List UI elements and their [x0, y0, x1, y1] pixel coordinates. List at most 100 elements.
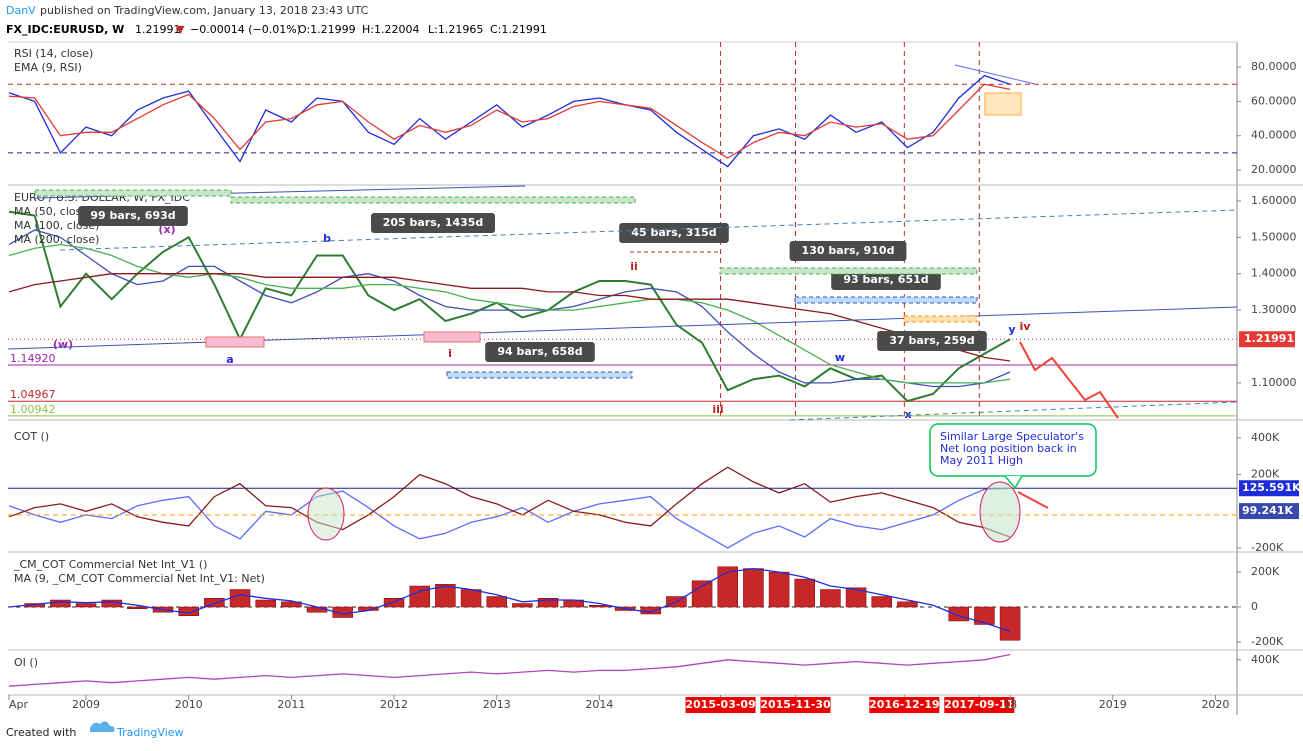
- range: [719, 267, 978, 275]
- pane-legend: MA (50, close): [14, 205, 92, 218]
- trendline: [789, 401, 1238, 421]
- x-tick-label: Apr: [9, 698, 29, 711]
- annotation-box: [78, 206, 188, 226]
- x-tick-label: 2009: [72, 698, 100, 711]
- date-box: [944, 697, 1015, 713]
- x-tick-label: 18: [1003, 698, 1017, 711]
- wave-label: y: [1008, 323, 1015, 336]
- pane-legend: OI (): [14, 656, 38, 669]
- pane-legend: _CM_COT Commercial Net Int_V1 (): [13, 558, 207, 571]
- level-label: 1.04967: [10, 388, 56, 401]
- tag-label: 99.241K: [1242, 504, 1293, 517]
- histogram-bar: [75, 603, 97, 608]
- x-tick-label: 2019: [1099, 698, 1127, 711]
- pane-legend: COT (): [14, 430, 49, 443]
- histogram-bar: [306, 606, 328, 613]
- y-tick-label: 60.0000: [1251, 94, 1297, 107]
- histogram-bar: [255, 599, 276, 608]
- published: published on TradingView.com, January 13…: [40, 4, 369, 17]
- wave-label: ii: [630, 260, 638, 273]
- annotation: 37 bars, 259d: [889, 334, 974, 347]
- x-tick-label: 2017-09-11: [944, 698, 1014, 711]
- pane-legend: MA (100, close): [14, 219, 99, 232]
- annotation-box: [789, 241, 907, 261]
- y-tick-label: 1.40000: [1251, 267, 1297, 280]
- histogram-bar: [974, 606, 995, 625]
- series-line: [8, 466, 1011, 538]
- range: [446, 371, 633, 379]
- histogram-bar: [486, 596, 507, 608]
- footer-brand[interactable]: TradingView: [116, 726, 183, 739]
- annotation: 94 bars, 658d: [497, 345, 582, 358]
- y-tick-label: 80.0000: [1251, 60, 1297, 73]
- range: [230, 196, 636, 204]
- range: [34, 189, 232, 197]
- arrow: ▼: [176, 23, 185, 36]
- level-label: 1.00942: [10, 403, 56, 416]
- histogram-bar: [101, 599, 122, 608]
- series-line: [8, 273, 1011, 362]
- annotation: 205 bars, 1435d: [383, 216, 484, 229]
- tag-box: [1239, 480, 1299, 497]
- x-tick-label: 2011: [277, 698, 305, 711]
- series-line: [8, 243, 1011, 384]
- callout-text: Similar Large Speculator's Net long posi…: [940, 430, 1084, 467]
- annotation-box: [371, 213, 495, 233]
- wave-label: iii: [712, 403, 723, 416]
- annotation: 93 bars, 651d: [843, 273, 928, 286]
- x-tick-label: 2015-03-09: [685, 698, 755, 711]
- low: L:1.21965: [428, 23, 483, 36]
- x-tick-label: 2015-11-30: [760, 698, 831, 711]
- highlight: [307, 487, 345, 541]
- annotation-box: [877, 331, 987, 351]
- callout-pointer: [1004, 475, 1023, 490]
- date-box: [760, 697, 831, 713]
- drawings: [7, 64, 1238, 543]
- x-tick-label: 2012: [380, 698, 408, 711]
- forecast: [1017, 491, 1049, 509]
- wave-label: a: [226, 353, 233, 366]
- histogram-bar: [871, 596, 893, 608]
- annotation: 99 bars, 693d: [90, 209, 175, 222]
- histogram-bar: [845, 587, 867, 608]
- histogram-bar: [691, 580, 713, 608]
- series-line: [8, 653, 1011, 687]
- pane-legend: MA (200, close): [14, 233, 99, 246]
- y-tick-label: 40.0000: [1251, 129, 1297, 142]
- last-price-label: 1.21991: [1244, 332, 1294, 345]
- open: O:1.21999: [298, 23, 356, 36]
- trendline: [59, 209, 1238, 251]
- date-box: [869, 697, 940, 713]
- histogram-bar: [948, 606, 970, 622]
- histogram-bar: [460, 589, 482, 608]
- forecast: [1019, 341, 1119, 419]
- footer-created: Created with: [6, 726, 76, 739]
- rsi-box: [984, 92, 1022, 116]
- wave-label: (x): [158, 223, 175, 236]
- histogram-bar: [640, 606, 661, 615]
- histogram-bar: [743, 568, 764, 608]
- author[interactable]: DanV: [6, 4, 36, 17]
- wave-label: b: [323, 232, 331, 245]
- histogram-bar: [229, 589, 251, 608]
- x-tick-label: 2014: [585, 698, 613, 711]
- x-tick-label: 2010: [175, 698, 203, 711]
- y-tick-label: 400K: [1251, 431, 1280, 444]
- histogram-bar: [820, 589, 841, 608]
- pane-legend: RSI (14, close): [14, 47, 93, 60]
- histogram-bar: [717, 566, 738, 608]
- annotation: 45 bars, 315d: [631, 226, 716, 239]
- histogram-bar: [897, 601, 918, 608]
- plot-layer: Apr 2009 2010 2011 2012 2013 2014 2015-03-09 201…: [8, 41, 1303, 715]
- pane-legend: MA (9, _CM_COT Commercial Net Int_V1: Ne…: [14, 572, 265, 585]
- histogram-bar: [999, 606, 1021, 641]
- y-tick-label: 1.10000: [1251, 376, 1297, 389]
- date-box: [685, 697, 756, 713]
- y-tick-label: 0: [1251, 600, 1258, 613]
- annotation-box: [831, 270, 941, 290]
- tag-box: [1239, 503, 1299, 520]
- histogram-bar: [768, 571, 790, 608]
- wave-label: i: [448, 347, 452, 360]
